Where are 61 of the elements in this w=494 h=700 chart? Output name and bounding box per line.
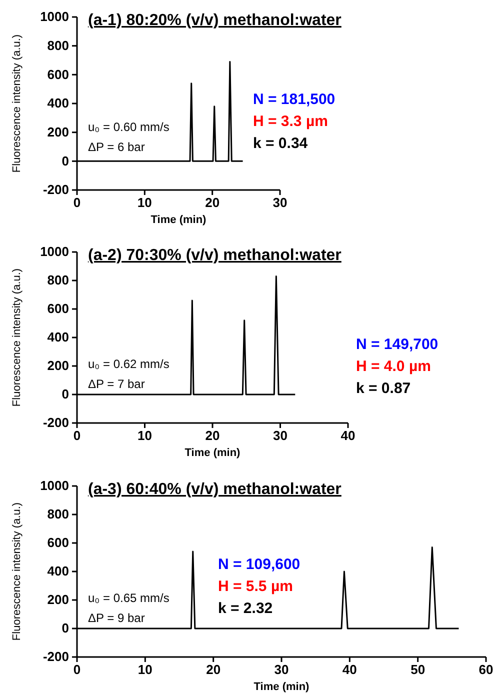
chart-title: (a-3) 60:40% (v/v) methanol:water bbox=[88, 481, 342, 498]
annotation: N = 109,600 bbox=[218, 556, 300, 573]
y-tick-label: -200 bbox=[42, 649, 69, 664]
y-tick-label: 0 bbox=[62, 620, 69, 636]
annotation: u₀ = 0.62 mm/s bbox=[88, 357, 170, 371]
x-axis-title: Time (min) bbox=[184, 447, 241, 459]
x-tick-label: 10 bbox=[138, 428, 152, 444]
x-tick-label: 20 bbox=[205, 195, 220, 210]
y-tick-label: 800 bbox=[47, 272, 69, 288]
y-tick-label: 400 bbox=[47, 564, 69, 579]
y-tick-label: 0 bbox=[62, 153, 69, 168]
y-tick-label: -200 bbox=[42, 415, 69, 430]
x-tick-label: 0 bbox=[73, 428, 81, 444]
annotation: H = 5.5 µm bbox=[218, 578, 293, 595]
y-tick-label: 200 bbox=[47, 124, 69, 140]
y-tick-label: 800 bbox=[47, 506, 69, 522]
x-tick-label: 30 bbox=[272, 195, 288, 210]
x-tick-label: 0 bbox=[73, 195, 81, 210]
chart-title: (a-2) 70:30% (v/v) methanol:water bbox=[88, 247, 342, 264]
x-tick-label: 0 bbox=[73, 662, 81, 678]
text: H = 4.0 µm bbox=[356, 358, 431, 375]
y-tick-label: 1000 bbox=[40, 9, 69, 24]
y-axis-title: Fluorescence intensity (a.u.) bbox=[11, 502, 23, 641]
y-axis-title: Fluorescence intensity (a.u.) bbox=[11, 34, 23, 173]
y-tick-label: 200 bbox=[47, 592, 69, 608]
y-axis-title: Fluorescence intensity (a.u.) bbox=[11, 268, 23, 407]
y-tick-label: 1000 bbox=[40, 244, 69, 260]
y-tick-label: 1000 bbox=[40, 478, 69, 494]
y-tick-label: 200 bbox=[47, 358, 69, 374]
text: N = 149,700 bbox=[356, 336, 438, 353]
y-tick-label: 600 bbox=[47, 66, 69, 82]
text: k = 0.87 bbox=[356, 380, 411, 397]
x-tick-label: 10 bbox=[137, 195, 152, 210]
annotation: ΔP = 6 bar bbox=[88, 140, 145, 154]
x-tick-label: 50 bbox=[410, 662, 426, 678]
y-tick-label: 600 bbox=[47, 301, 69, 316]
y-tick-label: 800 bbox=[47, 38, 69, 53]
x-tick-label: 40 bbox=[340, 428, 356, 444]
x-tick-label: 20 bbox=[206, 662, 221, 678]
y-tick-label: -200 bbox=[42, 182, 69, 198]
x-tick-label: 40 bbox=[342, 662, 357, 678]
x-tick-label: 10 bbox=[138, 662, 152, 678]
y-tick-label: 400 bbox=[47, 330, 69, 345]
x-tick-label: 20 bbox=[205, 428, 220, 444]
annotation: ΔP = 9 bar bbox=[88, 611, 145, 625]
x-tick-label: 60 bbox=[478, 662, 494, 678]
x-tick-label: 30 bbox=[274, 662, 289, 678]
annotation: ΔP = 7 bar bbox=[88, 377, 145, 391]
y-tick-label: 400 bbox=[47, 96, 69, 111]
annotation: H = 3.3 µm bbox=[253, 113, 328, 130]
annotation: k = 0.34 bbox=[253, 135, 308, 152]
annotation: u₀ = 0.65 mm/s bbox=[88, 591, 170, 605]
y-tick-label: 600 bbox=[47, 535, 69, 550]
chart-title: (a-1) 80:20% (v/v) methanol:water bbox=[88, 12, 342, 29]
y-tick-label: 0 bbox=[62, 386, 69, 402]
annotation: N = 181,500 bbox=[253, 91, 336, 108]
x-axis-title: Time (min) bbox=[150, 214, 207, 226]
annotation: k = 2.32 bbox=[218, 600, 273, 617]
annotation: u₀ = 0.60 mm/s bbox=[88, 120, 170, 134]
x-axis-title: Time (min) bbox=[254, 681, 310, 693]
x-tick-label: 30 bbox=[273, 428, 288, 444]
